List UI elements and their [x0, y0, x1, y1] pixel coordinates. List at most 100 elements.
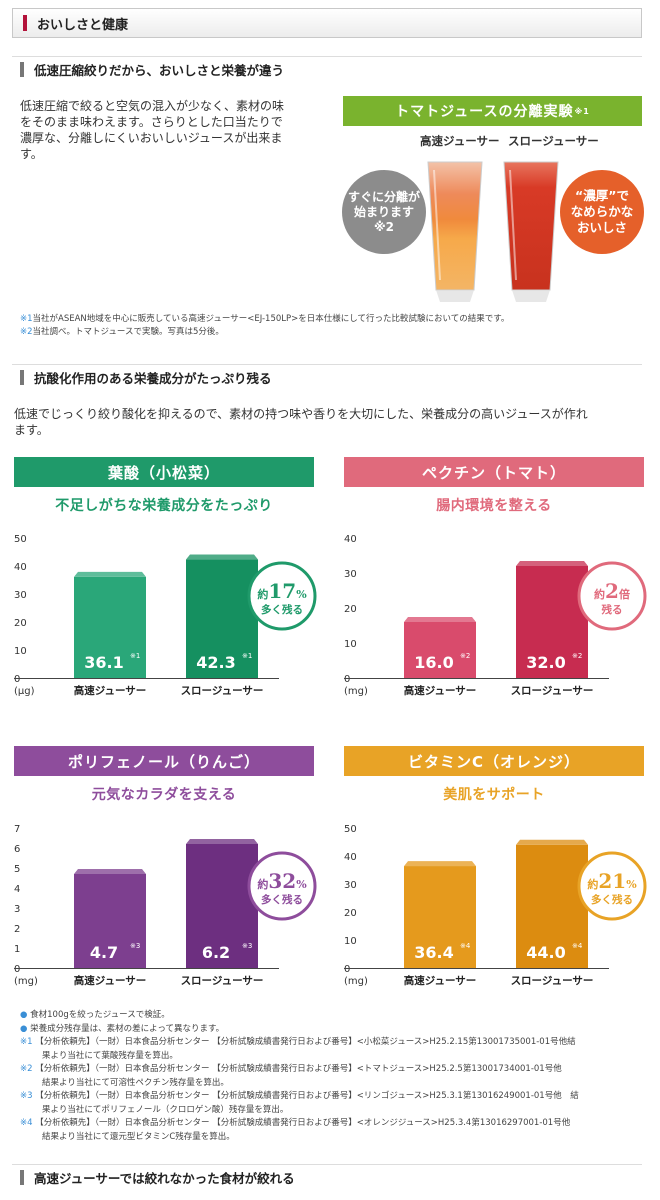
bar — [516, 844, 588, 968]
label-slow: スロージューサー — [508, 134, 599, 148]
rich-taste-circle: “濃厚”で なめらかな おいしさ — [560, 170, 644, 254]
section1-text: 低速圧縮で絞ると空気の混入が少なく、素材の味 をそのまま味わえます。さらりとした… — [20, 99, 285, 161]
juice-glasses-illustration — [427, 161, 559, 302]
badge-circle — [577, 561, 647, 631]
bar-value-label: 6.2 — [202, 943, 230, 962]
bar-value-mark: ※3 — [130, 942, 140, 950]
y-unit-label: (μg) — [14, 686, 35, 697]
bar-value-label: 16.0 — [414, 653, 453, 672]
footnote-1: ※1当社がASEAN地域を中心に販売している高速ジューサー<EJ-150LP>を… — [20, 314, 510, 324]
bar-value-mark: ※1 — [242, 652, 252, 660]
category-label: スロージューサー — [181, 685, 264, 697]
y-tick-label: 3 — [14, 904, 20, 915]
bar-value-mark: ※2 — [572, 652, 582, 660]
section2-text: 低速でじっくり絞り酸化を抑えるので、素材の持つ味や香りを大切にした、栄養成分の高… — [14, 407, 588, 437]
bar-top — [404, 861, 476, 867]
chart-folic-acid: 0 10 20 30 40 50 (μg) 36.1 ※1 高速ジューサー 42.3 ※1 スロージュー… — [14, 530, 317, 704]
y-tick-label: 20 — [344, 604, 357, 615]
bar-top — [74, 571, 146, 577]
note-line: 結果より当社にて還元型ビタミンC残存量を算出。 — [42, 1131, 235, 1142]
badge-caption: 多く残る — [261, 603, 303, 616]
page-title: おいしさと健康 — [37, 17, 129, 33]
panel-subtitle: 腸内環境を整える — [436, 498, 552, 514]
panel-subtitle: 元気なカラダを支える — [91, 787, 237, 803]
bar-value-label: 36.4 — [414, 943, 453, 962]
bar-top — [186, 839, 258, 844]
y-unit-label: (mg) — [344, 976, 368, 987]
note-line: 果より当社にてポリフェノール（クロロゲン酸）残存量を算出。 — [42, 1104, 289, 1115]
bar-value-label: 42.3 — [196, 653, 235, 672]
category-label: 高速ジューサー — [404, 684, 477, 697]
y-tick-label: 0 — [14, 674, 20, 685]
panel-vitamin-c: ビタミンC（オレンジ） 美肌をサポート — [344, 746, 644, 804]
section-heading-nutrients: 抗酸化作用のある栄養成分がたっぷり残る — [12, 364, 642, 390]
category-label: スロージューサー — [511, 975, 594, 987]
bar-value-mark: ※4 — [460, 942, 471, 950]
bar-group: 16.0 ※2 高速ジューサー — [404, 617, 477, 697]
bar-group: 36.4 ※4 高速ジューサー — [404, 861, 476, 987]
separation-note-circle: すぐに分離が 始まります ※2 — [342, 170, 426, 254]
bar-top — [516, 839, 588, 845]
y-tick-label: 30 — [14, 590, 27, 601]
badge-caption: 多く残る — [591, 893, 633, 906]
y-tick-label: 0 — [344, 674, 350, 685]
section-heading-hard-foods: 高速ジューサーでは絞れなかった食材が絞れる — [12, 1164, 642, 1190]
bar-top — [74, 869, 146, 874]
y-tick-label: 50 — [344, 824, 357, 835]
bar-value-mark: ※2 — [460, 652, 470, 660]
note-line: ● 栄養成分残存量は、素材の差によって異なります。 — [20, 1023, 225, 1034]
category-label: スロージューサー — [181, 975, 264, 987]
page-title-bar: おいしさと健康 — [12, 8, 642, 38]
bar-group: 32.0 ※2 スロージューサー — [511, 561, 594, 697]
title-accent — [23, 15, 27, 31]
badge-caption: 多く残る — [261, 893, 303, 906]
panel-pectin: ペクチン（トマト） 腸内環境を整える — [344, 457, 644, 515]
y-tick-label: 40 — [344, 852, 357, 863]
badge-value: 約32% — [257, 869, 307, 893]
bar-chart-svg: 0 1 2 3 4 5 6 7 (mg) 4.7 ※3 高速ジューサー 6.2 ※3 スロージューサー 約32… — [14, 824, 317, 987]
note-line: ※4 【分析依頼先】（一財）日本食品分析センター 【分析試験成績書発行日および番… — [20, 1118, 571, 1128]
y-unit-label: (mg) — [344, 686, 368, 697]
analysis-notes: ● 食材100gを絞ったジュースで検証。 ● 栄養成分残存量は、素材の差によって… — [20, 1009, 579, 1144]
y-tick-label: 30 — [344, 569, 357, 580]
chart-pectin: 0 10 20 30 40 (mg) 16.0 ※2 高速ジューサー 32.0 ※2 スロージューサー… — [344, 530, 647, 704]
panel-title: ビタミンC（オレンジ） — [344, 746, 644, 776]
label-high-speed: 高速ジューサー — [420, 134, 500, 148]
chart-vitamin-c: 0 10 20 30 40 50 (mg) 36.4 ※4 高速ジューサー 44.0 ※4 スロージュー… — [344, 820, 647, 994]
y-tick-label: 50 — [14, 534, 27, 545]
bar-group: 4.7 ※3 高速ジューサー — [74, 869, 147, 987]
y-tick-label: 4 — [14, 884, 20, 895]
note-line: ※1 【分析依頼先】（一財）日本食品分析センター 【分析試験成績書発行日および番… — [20, 1037, 576, 1047]
badge-circle — [247, 561, 317, 631]
bar — [404, 866, 476, 968]
bar — [186, 559, 258, 678]
y-tick-label: 0 — [344, 964, 350, 975]
badge-caption: 残る — [602, 603, 623, 616]
y-tick-label: 0 — [14, 964, 20, 975]
bar — [74, 874, 146, 968]
y-tick-label: 5 — [14, 864, 20, 875]
bar-top — [516, 561, 588, 566]
bar-chart-svg: 0 10 20 30 40 (mg) 16.0 ※2 高速ジューサー 32.0 ※2 スロージューサー… — [344, 534, 647, 697]
category-label: 高速ジューサー — [74, 974, 147, 987]
badge-value: 約21% — [587, 869, 637, 893]
bar-chart-svg: 0 10 20 30 40 50 (mg) 36.4 ※4 高速ジューサー 44.0 ※4 スロージュー… — [344, 824, 647, 987]
bar-value-label: 4.7 — [90, 943, 118, 962]
note-line: ※3 【分析依頼先】（一財）日本食品分析センター 【分析試験成績書発行日および番… — [20, 1091, 579, 1101]
footnote-2: ※2当社調べ。トマトジュースで実験。写真は5分後。 — [20, 327, 224, 337]
panel-title: ペクチン（トマト） — [344, 457, 644, 487]
note-line: 果より当社にて葉酸残存量を算出。 — [42, 1050, 178, 1061]
panel-subtitle: 不足しがちな栄養成分をたっぷり — [55, 498, 273, 514]
y-tick-label: 10 — [344, 936, 357, 947]
note-line: ● 食材100gを絞ったジュースで検証。 — [20, 1010, 170, 1020]
badge-value: 約17% — [257, 579, 307, 603]
bar — [74, 576, 146, 678]
y-tick-label: 7 — [14, 824, 20, 835]
y-tick-label: 40 — [14, 562, 27, 573]
chart-polyphenol: 0 1 2 3 4 5 6 7 (mg) 4.7 ※3 高速ジューサー 6.2 ※3 スロージューサー 約32… — [14, 820, 317, 994]
category-label: スロージューサー — [511, 685, 594, 697]
bar-value-label: 36.1 — [84, 653, 123, 672]
experiment-banner: トマトジュースの分離実験 ※1 — [343, 96, 642, 126]
y-tick-label: 20 — [344, 908, 357, 919]
panel-polyphenol: ポリフェノール（りんご） 元気なカラダを支える — [14, 746, 314, 804]
